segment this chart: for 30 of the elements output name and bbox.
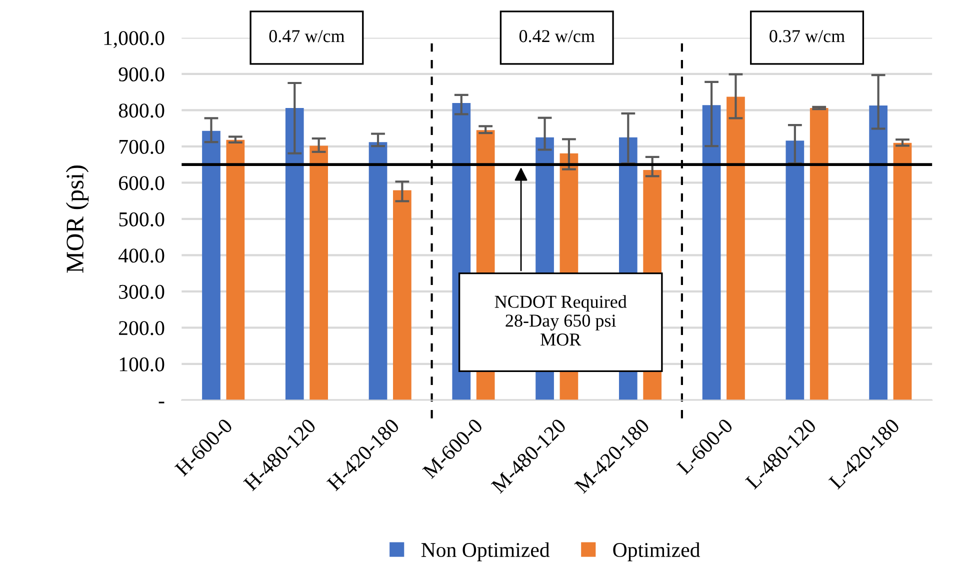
y-tick-label: 100.0 xyxy=(120,357,164,372)
annotation: 0.47 w/cm xyxy=(269,30,345,42)
bar xyxy=(285,108,304,400)
bar xyxy=(869,105,888,400)
bar xyxy=(810,108,828,400)
bar xyxy=(393,190,412,400)
y-tick-label: 900.0 xyxy=(118,67,164,82)
bar xyxy=(702,105,721,400)
y-tick-label: 700.0 xyxy=(119,140,164,154)
bar xyxy=(310,146,328,400)
bar xyxy=(893,142,912,400)
bar xyxy=(786,140,804,400)
y-tick-label: 300.0 xyxy=(119,284,164,299)
annotation: 0.37 w/cm xyxy=(770,30,845,42)
bar xyxy=(226,140,245,400)
annotation: 0.42 w/cm xyxy=(519,30,595,42)
legend-label: Optimized xyxy=(613,542,700,562)
bar xyxy=(368,142,388,400)
y-tick-label: 800.0 xyxy=(118,104,164,118)
y-tick-label: 600.0 xyxy=(118,176,164,190)
bar xyxy=(202,130,220,400)
y-tick-label: 1,000.0 xyxy=(104,31,164,48)
y-axis-title: MOR (psi) xyxy=(66,166,89,273)
y-tick-label: 200.0 xyxy=(119,321,164,336)
bar xyxy=(726,96,745,400)
legend-label: Non Optimized xyxy=(421,542,550,562)
annotation: NCDOT Required 28-Day 650 psi MOR xyxy=(494,295,627,346)
y-tick-label: - xyxy=(158,402,164,404)
y-tick-label: 400.0 xyxy=(118,248,164,263)
y-tick-label: 500.0 xyxy=(119,212,164,226)
